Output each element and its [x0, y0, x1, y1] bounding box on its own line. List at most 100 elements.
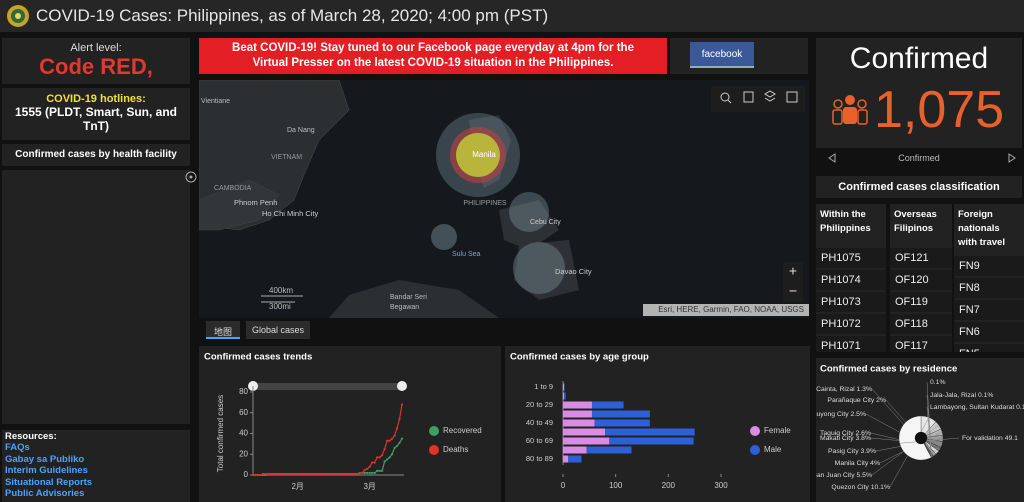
- prev-arrow[interactable]: [828, 153, 836, 163]
- case-item[interactable]: FN6: [954, 322, 1024, 342]
- series-point: [259, 473, 262, 477]
- bar: [594, 419, 650, 427]
- map-label: Vientiane: [201, 98, 230, 105]
- slice-label: Pasig City 3.9%: [828, 448, 876, 455]
- slice-label: Lambayong, Sultan Kudarat 0.1%: [930, 404, 1024, 411]
- case-item[interactable]: FN5: [954, 344, 1024, 352]
- map-label: PHILIPPINES: [463, 200, 507, 207]
- map-tab[interactable]: 地图: [206, 321, 240, 339]
- donut-hole: [915, 432, 927, 444]
- classification-title: Confirmed cases classification: [816, 176, 1022, 198]
- facebook-button[interactable]: facebook: [690, 42, 754, 68]
- column-heading: Overseas Filipinos: [894, 209, 937, 234]
- y-tick-label: 1 to 9: [534, 382, 553, 391]
- case-item[interactable]: FN9: [954, 256, 1024, 276]
- series-point: [306, 472, 309, 476]
- x-tick-label: 0: [561, 481, 566, 490]
- series-point: [343, 472, 346, 476]
- resource-link[interactable]: Gabay sa Publiko: [5, 453, 85, 465]
- series-point: [371, 461, 374, 464]
- resource-link[interactable]: FAQs: [5, 442, 30, 454]
- bar: [605, 428, 695, 436]
- map-tab[interactable]: Global cases: [246, 321, 310, 339]
- series-point: [395, 427, 399, 430]
- y-tick-label: 80: [239, 387, 248, 396]
- case-item[interactable]: PH1071: [816, 336, 886, 352]
- map[interactable]: Vientiane Da Nang VIETNAM CAMBODIA Phnom Pen…: [199, 80, 809, 318]
- header: COVID-19 Cases: Philippines, as of March…: [0, 0, 1024, 32]
- bar: [563, 446, 587, 454]
- series-point: [383, 460, 386, 463]
- next-arrow[interactable]: [1008, 153, 1016, 163]
- zoom-out[interactable]: −: [789, 283, 797, 299]
- series-point: [388, 456, 391, 459]
- y-tick-label: 60 to 69: [526, 436, 553, 445]
- bar: [564, 392, 566, 400]
- legend-swatch: [429, 445, 439, 455]
- case-item[interactable]: OF118: [890, 314, 952, 334]
- case-item[interactable]: PH1072: [816, 314, 886, 334]
- series-point: [363, 468, 366, 471]
- series-point: [376, 456, 379, 459]
- slice-value: 3.9%: [861, 448, 877, 455]
- bar: [563, 428, 606, 436]
- series-point: [266, 472, 269, 476]
- confirmed-caption: Confirmed: [898, 153, 940, 163]
- leader-line: [926, 406, 932, 458]
- case-item[interactable]: OF119: [890, 292, 952, 312]
- series-point: [309, 472, 312, 476]
- series-point: [386, 458, 389, 461]
- series-point: [351, 472, 354, 476]
- case-item[interactable]: PH1074: [816, 270, 886, 290]
- series-point: [366, 467, 369, 470]
- y-tick-label: 0: [244, 470, 249, 479]
- slice-value: 2%: [876, 397, 886, 404]
- series-point: [269, 472, 272, 476]
- case-item[interactable]: PH1073: [816, 292, 886, 312]
- slice-name: For validation: [962, 435, 1003, 442]
- resource-link[interactable]: Situational Reports: [5, 476, 93, 488]
- attribution: Esri, HERE, Garmin, FAO, NOAA, USGS: [658, 305, 804, 314]
- slice-name: Quezon City: [831, 484, 869, 491]
- series-point: [368, 465, 371, 468]
- map-label: VIETNAM: [271, 154, 302, 161]
- series-point: [398, 441, 401, 444]
- series-point: [381, 469, 384, 472]
- confirmed-count: 1,075: [874, 81, 1005, 139]
- resources-panel: Resources: FAQs Gabay sa Publiko Interim G…: [2, 430, 190, 502]
- case-item[interactable]: OF121: [890, 248, 952, 268]
- map-label: Cebu City: [530, 219, 561, 226]
- series-point: [276, 472, 279, 476]
- series-point: [390, 437, 394, 440]
- case-item[interactable]: PH1075: [816, 248, 886, 268]
- series-point: [400, 437, 404, 440]
- slice-label: Quezon City 10.1%: [831, 484, 890, 491]
- chart-title: Confirmed cases by age group: [510, 352, 649, 363]
- series-point: [366, 471, 369, 475]
- banner: Beat COVID-19! Stay tuned to our Faceboo…: [199, 38, 667, 74]
- series-point: [356, 472, 359, 476]
- legend-swatch: [429, 426, 439, 436]
- x-tick-label: 200: [662, 481, 676, 490]
- slice-label: Cainta, Rizal 1.3%: [816, 386, 872, 393]
- case-item[interactable]: OF120: [890, 270, 952, 290]
- slice-name: San Juan City: [816, 472, 855, 479]
- y-axis-label: Total confirmed cases: [216, 395, 225, 472]
- scale-km: 400km: [269, 286, 293, 295]
- slice-name: Taguig City: [820, 430, 854, 437]
- case-item[interactable]: OF117: [890, 336, 952, 352]
- chart-title: Confirmed cases trends: [204, 352, 312, 363]
- slider-handle[interactable]: [397, 381, 407, 391]
- series-point: [390, 453, 394, 456]
- case-item[interactable]: FN7: [954, 300, 1024, 320]
- slice-label: For validation 49.1: [962, 435, 1018, 442]
- resource-link[interactable]: Public Advisories: [5, 488, 85, 500]
- zoom-in[interactable]: +: [789, 263, 797, 279]
- bar: [563, 383, 565, 391]
- resource-link[interactable]: Interim Guidelines: [5, 465, 88, 477]
- map-label: Davao City: [555, 267, 592, 276]
- series-point: [251, 473, 255, 477]
- case-item[interactable]: FN8: [954, 278, 1024, 298]
- y-tick-label: 20: [239, 449, 248, 458]
- slice-name: Manila City: [835, 460, 869, 467]
